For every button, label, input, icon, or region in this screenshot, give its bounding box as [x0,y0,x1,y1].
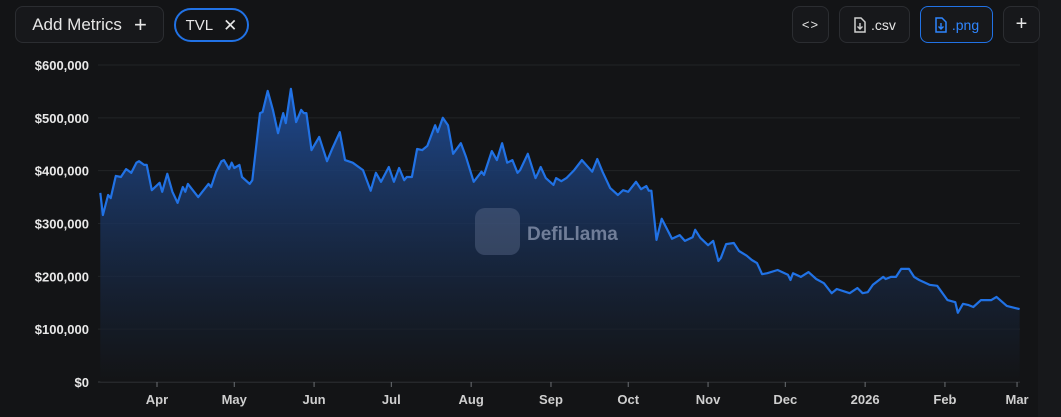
y-tick-label: $500,000 [35,111,89,126]
y-tick-label: $300,000 [35,217,89,232]
y-tick-label: $100,000 [35,322,89,337]
y-tick-label: $400,000 [35,164,89,179]
embed-code-button[interactable]: <> [792,6,829,43]
close-icon[interactable]: ✕ [223,15,238,35]
x-tick-label: Feb [933,392,956,407]
tvl-line [99,87,1020,314]
defillama-logo [475,208,520,255]
x-tick-label: Nov [696,392,721,407]
watermark-text: DefiLlama [527,224,618,245]
x-tick-label: May [222,392,248,407]
x-tick-label: 2026 [851,392,880,407]
tvl-area [100,88,1020,383]
plus-icon: + [1015,13,1028,35]
add-metrics-button[interactable]: Add Metrics + [15,6,164,43]
plus-icon: + [133,11,147,37]
y-tick-label: $0 [75,375,89,390]
right-panel-edge [1038,0,1061,417]
x-tick-label: Mar [1005,392,1028,407]
y-tick-label: $600,000 [35,58,89,73]
add-metrics-label: Add Metrics [32,14,122,34]
download-png-button[interactable]: .png [920,6,993,43]
x-tick-label: Oct [617,392,639,407]
x-tick-label: Apr [146,392,168,407]
code-icon: <> [801,17,820,32]
defillama-watermark: DefiLlama [475,208,618,255]
file-download-icon [854,16,866,33]
file-download-icon [935,16,947,33]
csv-label: .csv [871,16,896,33]
metric-chip-label: TVL [185,16,214,34]
y-tick-label: $200,000 [35,269,89,284]
x-tick-label: Jul [382,392,401,407]
x-tick-label: Aug [459,392,484,407]
png-label: .png [951,16,980,33]
add-chart-button[interactable]: + [1003,6,1040,43]
metric-chip-tvl[interactable]: TVL ✕ [174,8,249,42]
x-tick-label: Sep [539,392,563,407]
x-tick-label: Dec [773,392,797,407]
download-csv-button[interactable]: .csv [839,6,910,43]
x-tick-label: Jun [303,392,326,407]
